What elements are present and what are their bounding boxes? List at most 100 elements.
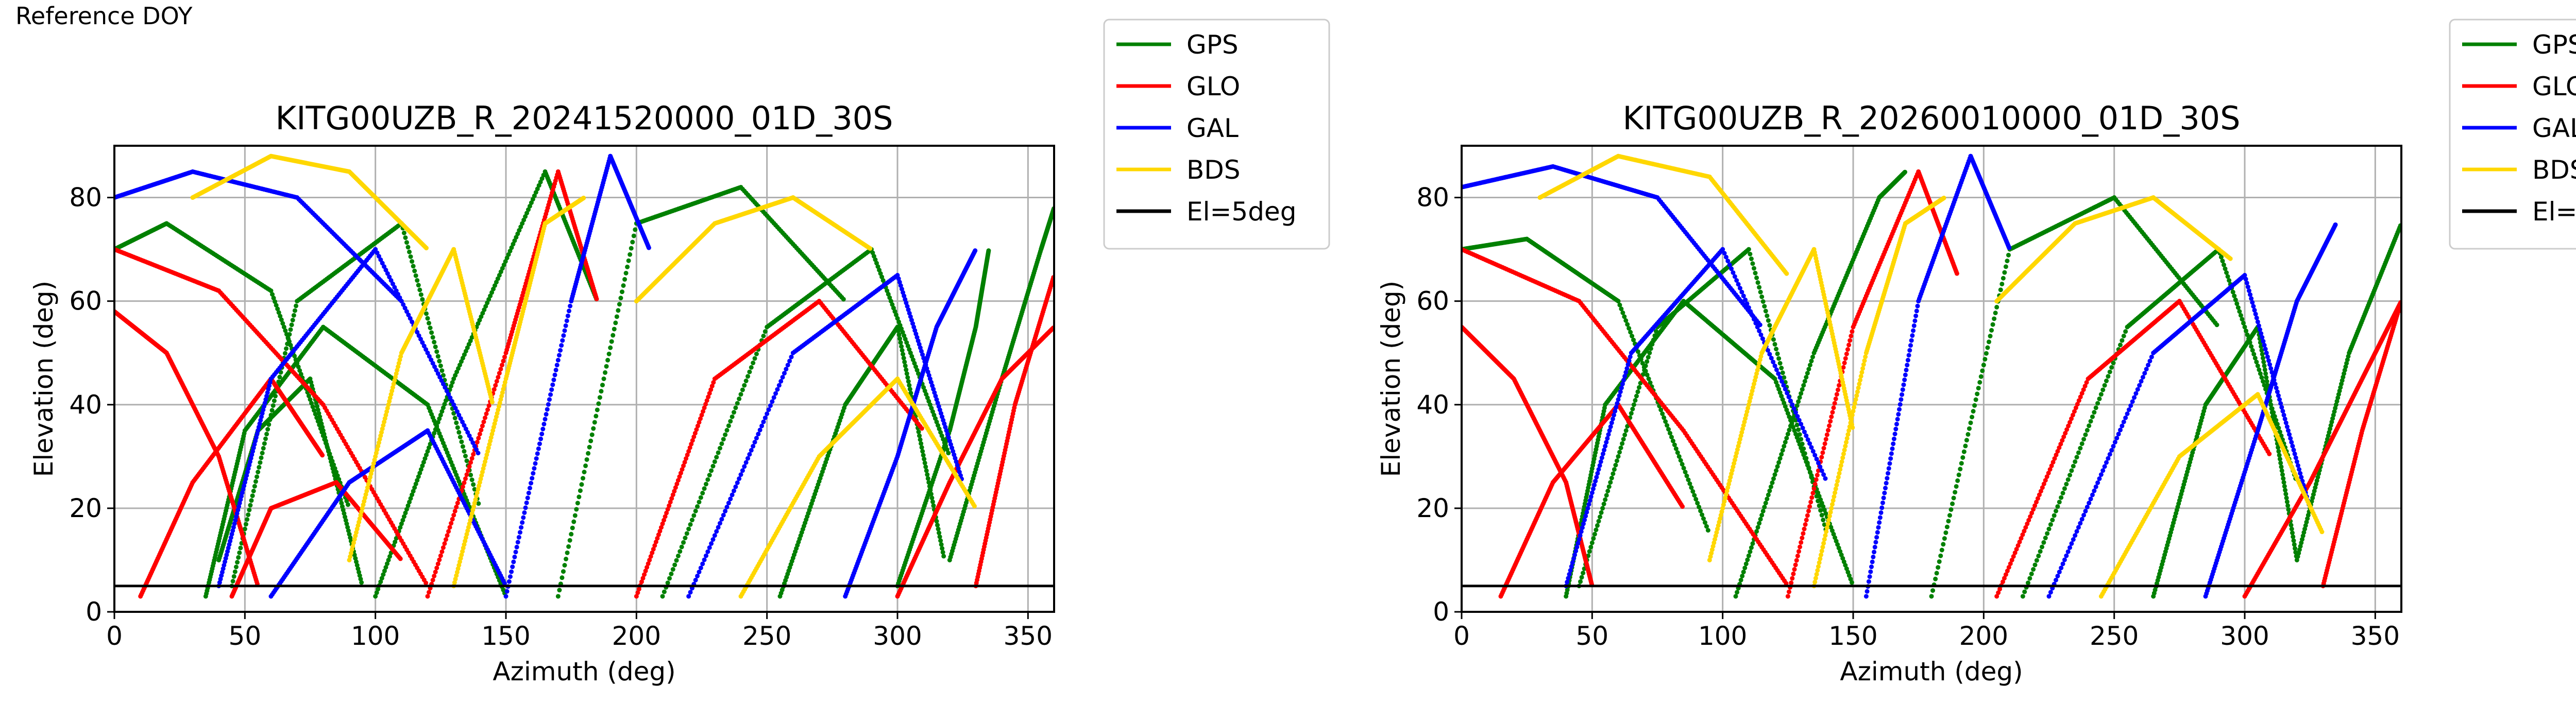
data-point	[499, 363, 504, 368]
data-point	[501, 358, 506, 364]
data-point	[469, 335, 474, 340]
data-point	[628, 252, 633, 257]
data-point	[373, 594, 378, 599]
data-point	[552, 372, 557, 378]
data-point	[517, 228, 522, 233]
data-point	[420, 297, 425, 302]
data-point	[276, 310, 281, 315]
data-point	[454, 409, 460, 414]
data-point	[639, 579, 644, 585]
data-point	[494, 379, 499, 384]
data-point	[594, 296, 599, 301]
data-point	[617, 302, 622, 307]
data-point	[761, 419, 766, 424]
data-point	[276, 379, 281, 384]
data-point	[623, 270, 629, 276]
data-point	[295, 361, 300, 366]
data-point	[920, 449, 925, 454]
figure-label: Reference DOY	[15, 2, 193, 30]
data-point	[481, 419, 486, 424]
data-point	[512, 554, 517, 559]
data-point	[630, 239, 635, 245]
data-point	[681, 540, 686, 545]
data-point	[633, 227, 638, 232]
data-point	[655, 536, 660, 541]
data-point	[868, 246, 873, 251]
data-point	[604, 364, 609, 369]
data-point	[703, 553, 708, 558]
data-point	[674, 482, 680, 487]
data-point	[432, 364, 437, 369]
data-point	[687, 445, 692, 450]
data-point	[383, 565, 388, 570]
data-point	[752, 440, 757, 445]
data-point	[242, 526, 247, 532]
data-point	[558, 348, 563, 353]
data-point	[407, 249, 412, 254]
data-point	[435, 561, 440, 567]
data-point	[721, 437, 726, 442]
data-point	[560, 338, 565, 343]
data-point	[716, 525, 721, 530]
satellite-pass	[686, 272, 964, 599]
data-point	[446, 529, 451, 534]
data-point	[452, 416, 457, 421]
data-point	[940, 546, 945, 551]
data-point	[257, 465, 262, 470]
data-point	[275, 306, 280, 312]
data-point	[439, 549, 445, 554]
data-point	[567, 538, 572, 543]
data-point	[533, 190, 538, 195]
data-point	[482, 415, 487, 420]
data-point	[668, 500, 673, 505]
data-point	[274, 303, 279, 308]
data-point	[381, 572, 386, 577]
data-point	[404, 309, 409, 314]
data-point	[751, 443, 756, 449]
data-point	[476, 451, 481, 456]
data-point	[703, 402, 708, 407]
data-point	[511, 242, 516, 247]
data-point	[439, 368, 445, 373]
data-point	[907, 387, 912, 392]
data-point	[437, 416, 442, 421]
data-point	[248, 503, 253, 508]
data-point	[775, 387, 780, 392]
data-point	[533, 461, 538, 466]
data-point	[429, 330, 434, 335]
data-point	[292, 353, 297, 358]
satellite-pass	[114, 247, 429, 586]
data-point	[518, 225, 523, 230]
data-point	[923, 464, 928, 469]
data-point	[472, 487, 477, 492]
data-point	[437, 358, 442, 364]
data-point	[550, 382, 555, 387]
data-point	[669, 571, 674, 576]
data-point	[258, 460, 263, 465]
data-point	[520, 520, 525, 525]
data-point	[460, 484, 465, 489]
data-point	[540, 426, 546, 432]
data-point	[433, 344, 438, 349]
data-point	[309, 401, 314, 406]
data-point	[565, 313, 570, 318]
data-point	[714, 529, 719, 534]
data-point	[494, 280, 499, 285]
data-point	[421, 459, 426, 465]
data-point	[236, 555, 241, 560]
data-point	[726, 423, 731, 428]
data-point	[514, 544, 519, 550]
data-point	[474, 440, 480, 445]
data-point	[742, 464, 747, 469]
data-point	[515, 231, 520, 236]
data-point	[403, 235, 408, 240]
data-point	[922, 460, 927, 466]
data-point	[776, 383, 782, 388]
data-point	[651, 546, 656, 552]
data-point	[902, 359, 907, 365]
data-point	[398, 525, 403, 530]
data-point	[442, 541, 447, 546]
data-point	[378, 257, 383, 262]
data-point	[662, 518, 667, 523]
data-point	[293, 357, 298, 362]
